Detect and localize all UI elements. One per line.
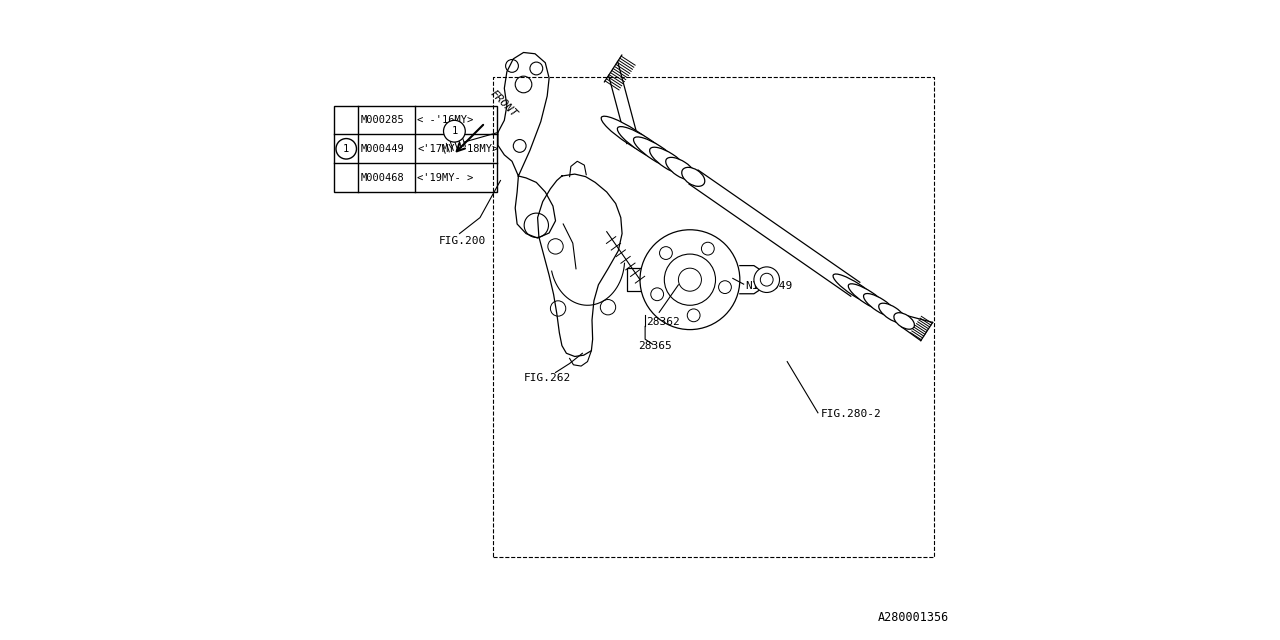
Ellipse shape <box>617 127 671 163</box>
Text: 28362: 28362 <box>646 317 680 327</box>
Text: FIG.280-2: FIG.280-2 <box>820 410 881 419</box>
Text: A280001356: A280001356 <box>878 611 950 624</box>
Text: 1: 1 <box>343 144 349 154</box>
Bar <box>334 106 497 192</box>
Text: FRONT: FRONT <box>488 88 518 119</box>
Text: <'17MY-'18MY>: <'17MY-'18MY> <box>417 144 498 154</box>
Text: M000468: M000468 <box>361 173 404 182</box>
Text: N170049: N170049 <box>745 281 792 291</box>
Text: M000285: M000285 <box>361 115 404 125</box>
Ellipse shape <box>634 137 678 169</box>
Ellipse shape <box>650 147 687 175</box>
Ellipse shape <box>849 284 887 311</box>
Text: FIG.262: FIG.262 <box>524 372 571 383</box>
Circle shape <box>444 120 466 142</box>
Circle shape <box>335 138 356 159</box>
Circle shape <box>754 267 780 292</box>
Text: 1: 1 <box>452 126 457 136</box>
Circle shape <box>640 230 740 330</box>
Ellipse shape <box>682 167 705 186</box>
Ellipse shape <box>879 303 905 323</box>
Ellipse shape <box>864 294 896 317</box>
Ellipse shape <box>602 116 662 157</box>
Ellipse shape <box>893 313 914 329</box>
Text: FIG.200: FIG.200 <box>438 236 485 246</box>
Ellipse shape <box>666 157 696 180</box>
Text: <'19MY- >: <'19MY- > <box>417 173 474 182</box>
Text: 28365: 28365 <box>637 340 672 351</box>
Ellipse shape <box>833 274 878 305</box>
Text: M000449: M000449 <box>361 144 404 154</box>
Text: < -'16MY>: < -'16MY> <box>417 115 474 125</box>
